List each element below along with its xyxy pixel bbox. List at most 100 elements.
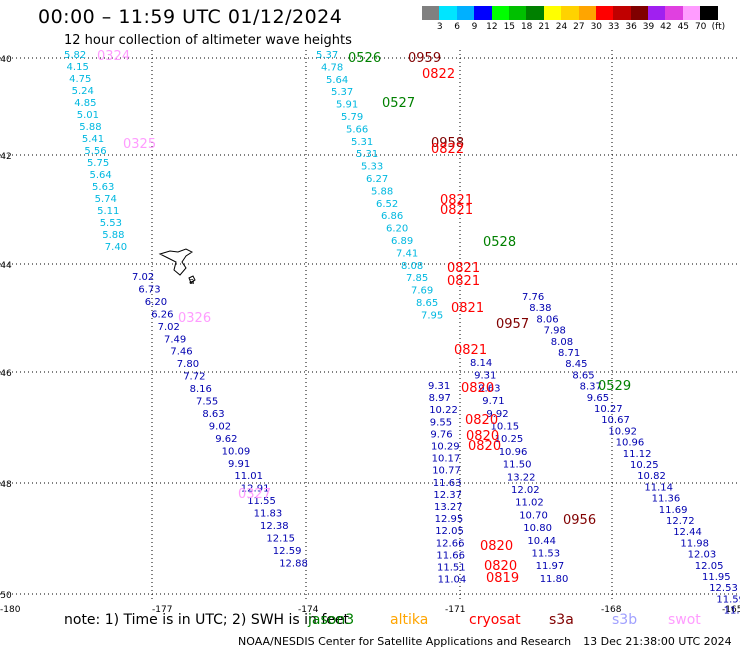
- pass-time-label: 0819: [486, 571, 519, 586]
- wave-height-label: 9.76: [430, 429, 452, 440]
- color-scale-tick: 33: [607, 22, 620, 32]
- wave-height-label: 5.88: [102, 230, 124, 241]
- legend-item-altika: altika: [390, 612, 429, 628]
- pass-time-label: 0821: [454, 343, 487, 358]
- wave-height-label: 12.95: [435, 514, 464, 525]
- wave-height-label: 8.63: [202, 409, 224, 420]
- wave-height-label: 8.97: [429, 393, 451, 404]
- pass-time-label: 0821: [440, 203, 473, 218]
- wave-height-label: 5.37: [316, 50, 338, 61]
- latitude-label: -40: [0, 55, 12, 65]
- pass-time-label: 0527: [382, 96, 415, 111]
- wave-height-label: 11.01: [234, 471, 263, 482]
- wave-height-label: 10.70: [519, 510, 548, 521]
- wave-height-label: 11.51: [437, 563, 466, 574]
- wave-height-label: 6.86: [381, 211, 403, 222]
- wave-height-label: 9.71: [482, 396, 504, 407]
- wave-height-label: 10.17: [432, 454, 461, 465]
- wave-height-label: 11.12: [623, 449, 652, 460]
- legend-item-s3a: s3a: [549, 612, 574, 628]
- wave-height-label: 13.27: [434, 502, 463, 513]
- color-swatch: [474, 6, 492, 20]
- wave-height-label: 8.71: [558, 348, 580, 359]
- wave-height-label: 10.25: [630, 460, 659, 471]
- color-swatch: [543, 6, 562, 20]
- wave-height-label: 8.65: [572, 370, 594, 381]
- wave-height-label: 9.91: [228, 459, 250, 470]
- wave-height-label: 5.11: [97, 206, 119, 217]
- wave-height-label: 7.46: [170, 347, 192, 358]
- wave-height-label: 8.38: [529, 303, 551, 314]
- wave-height-label: 7.49: [164, 334, 186, 345]
- wave-height-label: 12.72: [666, 516, 695, 527]
- color-scale-tick: 45: [677, 22, 690, 32]
- latitude-label: -42: [0, 152, 12, 162]
- wave-height-label: 12.02: [511, 485, 540, 496]
- pass-time-label: 0821: [440, 193, 473, 208]
- pass-time-label: 0957: [496, 317, 529, 332]
- color-swatch: [456, 6, 475, 20]
- color-scale-tick: 9: [471, 22, 478, 32]
- color-swatch: [665, 6, 683, 20]
- wave-height-label: 11.95: [702, 572, 731, 583]
- wave-height-label: 8.14: [470, 358, 492, 369]
- wave-height-label: 8.06: [536, 314, 558, 325]
- wave-height-label: 5.75: [87, 158, 109, 169]
- wave-height-label: 6.52: [376, 199, 398, 210]
- wave-height-label: 7.69: [411, 286, 433, 297]
- wave-height-label: 12.03: [688, 550, 717, 561]
- wave-height-label: 10.29: [431, 442, 460, 453]
- wave-height-label: 7.72: [183, 372, 205, 383]
- color-swatch: [439, 6, 457, 20]
- color-swatch: [613, 6, 631, 20]
- wave-height-label: 10.44: [527, 536, 556, 547]
- wave-height-label: 8.45: [565, 359, 587, 370]
- wave-height-label: 13.22: [507, 472, 536, 483]
- wave-height-label: 8.65: [416, 298, 438, 309]
- wave-height-label: 12.88: [279, 558, 308, 569]
- wave-height-label: 6.73: [138, 284, 160, 295]
- wave-height-label: 12.53: [709, 583, 738, 594]
- wave-height-label: 8.08: [401, 261, 423, 272]
- longitude-label: -180: [0, 605, 21, 615]
- wave-height-label: 7.85: [406, 273, 428, 284]
- wave-height-label: 11.83: [254, 509, 283, 520]
- wave-height-label: 7.55: [196, 397, 218, 408]
- wave-height-label: 11.14: [644, 482, 673, 493]
- island-coastline: [158, 248, 196, 284]
- wave-height-label: 12.05: [435, 526, 464, 537]
- altimeter-tracks: 5.824.154.755.244.855.015.885.415.565.75…: [64, 50, 740, 617]
- pass-time-label: 0820: [461, 381, 494, 396]
- wave-height-label: 12.44: [673, 527, 702, 538]
- wave-height-label: 11.69: [659, 505, 688, 516]
- wave-height-label: 12.38: [260, 521, 289, 532]
- wave-height-label: 6.27: [366, 174, 388, 185]
- map-grid: [0, 50, 740, 600]
- wave-height-label: 11.53: [532, 549, 561, 560]
- wave-height-label: 5.01: [77, 110, 99, 121]
- wave-height-label: 11.36: [652, 494, 681, 505]
- pass-time-label: 0327: [238, 487, 271, 502]
- wave-height-label: 6.26: [151, 309, 173, 320]
- wave-height-label: 5.53: [100, 218, 122, 229]
- island-shape-small: [188, 275, 196, 284]
- pass-time-label: 0821: [447, 274, 480, 289]
- pass-time-label: 0822: [431, 142, 464, 157]
- wave-height-label: 11.98: [680, 538, 709, 549]
- color-scale-tick: 18: [520, 22, 533, 32]
- wave-height-label: 7.95: [421, 310, 443, 321]
- color-scale-tick: 15: [503, 22, 516, 32]
- wave-height-label: 12.15: [266, 533, 295, 544]
- wave-height-label: 10.96: [616, 438, 645, 449]
- wave-height-label: 9.65: [587, 393, 609, 404]
- track-track-5: 7.768.388.067.988.088.718.458.658.379.65…: [522, 292, 740, 617]
- footer: NOAA/NESDIS Center for Satellite Applica…: [238, 635, 732, 648]
- wave-height-label: 10.92: [608, 426, 637, 437]
- pass-time-label: 0820: [480, 539, 513, 554]
- wave-height-label: 7.02: [158, 322, 180, 333]
- color-swatch: [491, 6, 509, 20]
- wave-height-label: 10.77: [432, 466, 461, 477]
- pass-time-label: 0821: [447, 261, 480, 276]
- wave-height-label: 5.88: [79, 122, 101, 133]
